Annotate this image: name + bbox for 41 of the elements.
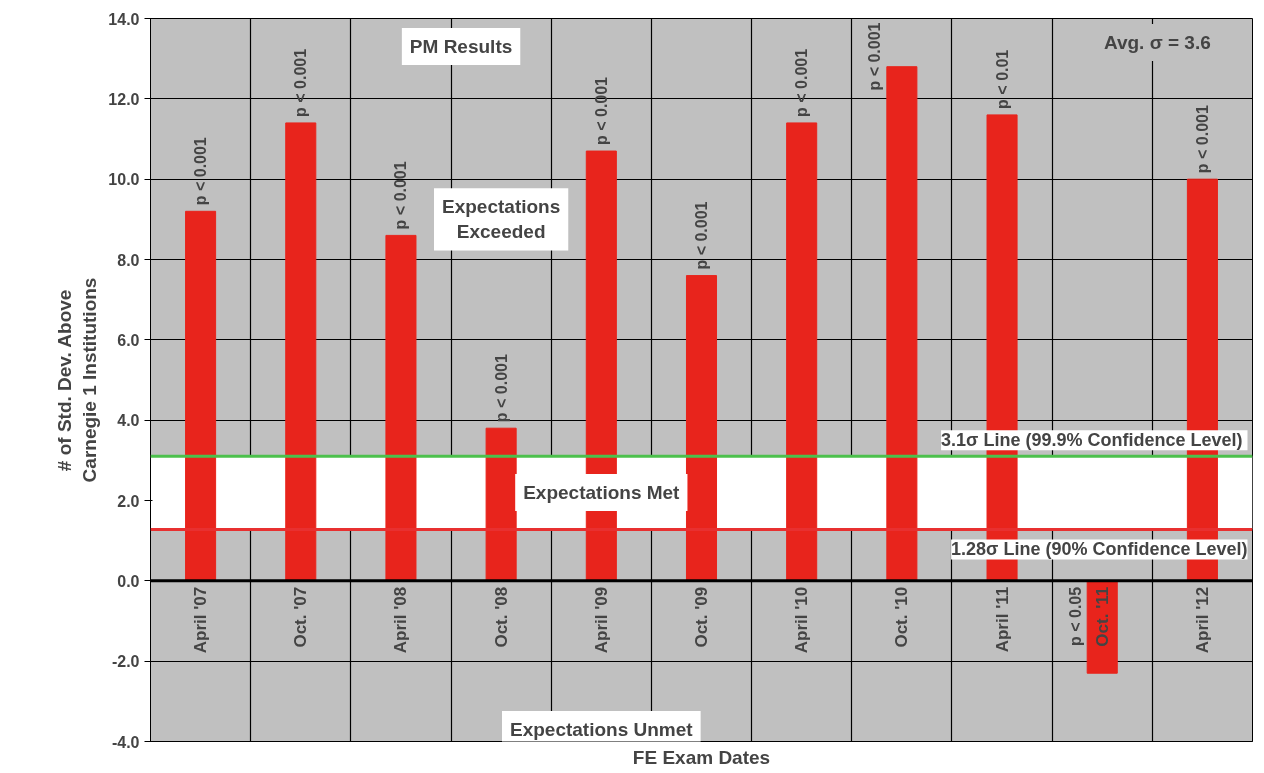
y-tick-label: -4.0 bbox=[111, 733, 140, 751]
data-label: p < 0.001 bbox=[793, 48, 811, 117]
y-tick-label: 12.0 bbox=[108, 90, 140, 108]
y-tick-label: 14.0 bbox=[108, 10, 140, 28]
ref-line-label: 3.1σ Line (99.9% Confidence Level) bbox=[941, 430, 1243, 451]
ref-line-label: 1.28σ Line (90% Confidence Level) bbox=[951, 539, 1248, 560]
data-label: p < 0.001 bbox=[192, 137, 210, 206]
x-tick-label: Oct. '08 bbox=[491, 586, 511, 648]
data-label: p < 0.001 bbox=[392, 161, 410, 230]
data-label: p < 0.001 bbox=[592, 76, 610, 146]
x-tick-label: Oct. '09 bbox=[692, 586, 711, 648]
data-label: p < 0.001 bbox=[866, 22, 884, 91]
annotation: Expectations Met bbox=[523, 481, 681, 503]
data-label: p < 0.05 bbox=[1066, 586, 1084, 647]
y-tick-label: 0.0 bbox=[117, 572, 140, 590]
data-label: p < 0.001 bbox=[492, 354, 510, 423]
x-tick-label: April '12 bbox=[1192, 586, 1212, 654]
y-tick-label: 10.0 bbox=[108, 171, 140, 189]
y-tick-label: 8.0 bbox=[117, 251, 140, 269]
y-tick-label: 4.0 bbox=[117, 412, 140, 430]
data-label: p < 0.001 bbox=[1193, 104, 1211, 174]
x-axis-title: FE Exam Dates bbox=[632, 746, 771, 768]
data-label: p < 0.001 bbox=[693, 201, 710, 270]
x-tick-label: Oct. '07 bbox=[291, 586, 311, 648]
annotation: Avg. σ = 3.6 bbox=[1103, 32, 1211, 54]
x-tick-label: April '10 bbox=[792, 586, 812, 654]
x-tick-label: April '11 bbox=[992, 586, 1012, 653]
x-tick-label: April '07 bbox=[191, 586, 211, 654]
y-tick-label: 2.0 bbox=[117, 492, 140, 510]
y-tick-label: -2.0 bbox=[111, 653, 140, 671]
data-label: p < 0.01 bbox=[993, 49, 1011, 109]
annotation: PM Results bbox=[409, 36, 513, 58]
x-tick-label: April '08 bbox=[391, 586, 411, 654]
y-tick-label: 6.0 bbox=[117, 331, 140, 349]
data-label: p < 0.001 bbox=[292, 48, 310, 117]
annotation: Expectations Exceeded bbox=[442, 196, 561, 243]
y-axis-title: # of Std. Dev. Above Carnegie 1 Institutions bbox=[54, 277, 101, 483]
x-tick-label: Oct. '10 bbox=[892, 586, 912, 648]
x-tick-label: Oct. '11 bbox=[1092, 586, 1112, 647]
x-tick-label: April '09 bbox=[591, 586, 611, 654]
annotation: Expectations Unmet bbox=[509, 718, 694, 740]
